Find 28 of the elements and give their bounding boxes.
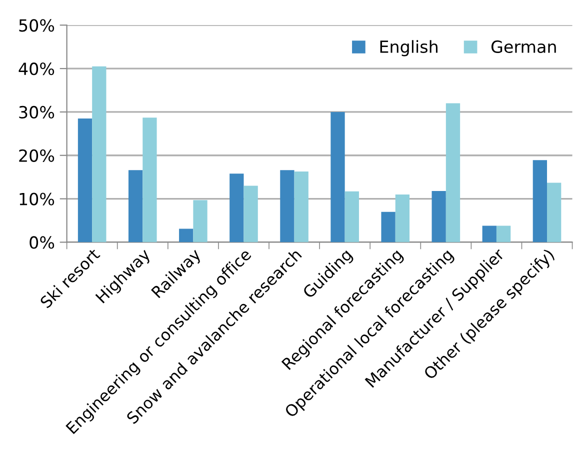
bar	[78, 118, 92, 242]
bar	[395, 194, 410, 242]
bar	[193, 200, 208, 242]
bar	[142, 118, 157, 242]
bar	[446, 103, 460, 242]
y-tick-label: 20%	[19, 149, 54, 162]
y-tick-label: 50%	[19, 19, 54, 32]
bar	[381, 212, 396, 242]
bar	[482, 226, 496, 242]
bar	[344, 191, 359, 242]
legend-label: English	[380, 40, 438, 56]
legend-label: German	[491, 40, 556, 54]
y-tick-label: 0%	[30, 236, 54, 249]
bar	[330, 112, 345, 242]
bar	[244, 186, 258, 242]
bar	[230, 174, 244, 242]
bar	[496, 226, 511, 242]
bar	[280, 170, 294, 242]
bar	[179, 228, 194, 242]
bar	[92, 66, 106, 242]
bar	[547, 182, 562, 242]
bar	[532, 160, 548, 242]
bar	[294, 171, 308, 242]
bar	[432, 190, 446, 242]
y-tick-label: 30%	[19, 106, 54, 119]
bar	[128, 170, 143, 242]
y-tick-label: 40%	[18, 62, 54, 76]
y-tick-label: 10%	[20, 192, 54, 206]
